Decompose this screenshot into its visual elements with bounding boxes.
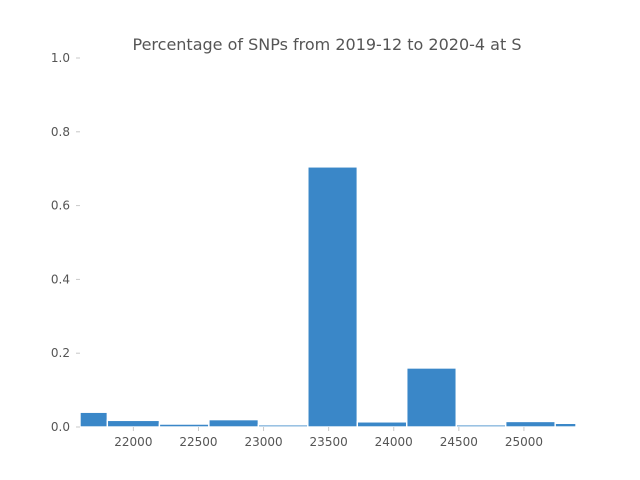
chart-title: Percentage of SNPs from 2019-12 to 2020-… xyxy=(133,35,522,54)
histogram-bar xyxy=(106,419,161,428)
histogram-bar xyxy=(307,166,358,428)
x-tick-label: 23000 xyxy=(244,435,282,449)
histogram-bar xyxy=(208,418,260,428)
y-tick-label: 0.4 xyxy=(51,272,70,286)
y-tick-label: 0.2 xyxy=(51,346,70,360)
histogram-bar xyxy=(79,411,109,428)
x-tick-label: 25000 xyxy=(505,435,543,449)
x-tick-label: 23500 xyxy=(310,435,348,449)
y-tick-label: 0.0 xyxy=(51,420,70,434)
x-tick-label: 24500 xyxy=(440,435,478,449)
x-tick-label: 24000 xyxy=(375,435,413,449)
x-axis: 22000 22500 23000 23500 24000 24500 25000 xyxy=(114,427,543,449)
histogram-bar xyxy=(505,420,556,428)
y-tick-label: 0.8 xyxy=(51,125,70,139)
histogram-bar xyxy=(158,423,210,428)
histogram-bar xyxy=(356,421,408,428)
x-tick-label: 22000 xyxy=(114,435,152,449)
histogram-bar xyxy=(455,424,507,428)
histogram-bar xyxy=(257,424,309,428)
y-tick-label: 1.0 xyxy=(51,51,70,65)
x-tick-label: 22500 xyxy=(179,435,217,449)
bars-layer xyxy=(79,166,577,428)
histogram-bar xyxy=(406,367,457,428)
y-axis: 0.0 0.2 0.4 0.6 0.8 1.0 xyxy=(51,51,80,434)
y-tick-label: 0.6 xyxy=(51,199,70,213)
histogram-bar xyxy=(554,422,577,428)
